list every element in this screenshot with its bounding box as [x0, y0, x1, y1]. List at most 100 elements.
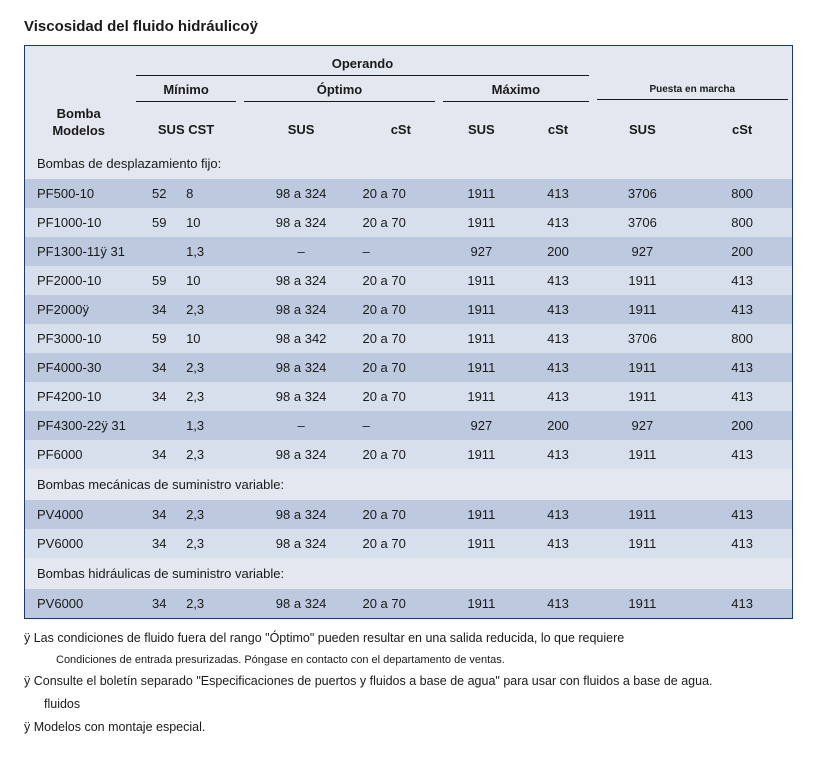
cell-min-sus: 34	[132, 382, 186, 411]
cell-st-sus: 1911	[593, 500, 693, 529]
viscosity-table: Operando Mínimo Óptimo Máximo Puesta en …	[24, 45, 793, 619]
table-row: PF2000-10591098 a 32420 a 70191141319114…	[25, 266, 792, 295]
cell-min-sus: 59	[132, 208, 186, 237]
cell-max-sus: 1911	[439, 179, 523, 208]
section-title: Bombas mecánicas de suministro variable:	[25, 469, 792, 500]
cell-opt-cst: –	[362, 237, 439, 266]
cell-max-cst: 413	[524, 440, 593, 469]
cell-st-cst: 413	[692, 500, 792, 529]
header-optimo: Óptimo	[240, 76, 439, 102]
cell-max-sus: 1911	[439, 208, 523, 237]
cell-opt-cst: 20 a 70	[362, 295, 439, 324]
cell-min-cst: 2,3	[186, 500, 240, 529]
note-1-line-2: Condiciones de entrada presurizadas. Pón…	[56, 652, 793, 669]
cell-max-cst: 200	[524, 411, 593, 440]
cell-opt-sus: 98 a 324	[240, 266, 363, 295]
cell-max-cst: 200	[524, 237, 593, 266]
cell-opt-cst: 20 a 70	[362, 500, 439, 529]
cell-opt-cst: 20 a 70	[362, 353, 439, 382]
cell-st-cst: 413	[692, 529, 792, 558]
cell-opt-sus: 98 a 324	[240, 440, 363, 469]
cell-opt-sus: 98 a 324	[240, 500, 363, 529]
cell-opt-sus: –	[240, 411, 363, 440]
cell-st-sus: 3706	[593, 208, 693, 237]
cell-opt-cst: 20 a 70	[362, 382, 439, 411]
cell-min-cst: 2,3	[186, 440, 240, 469]
cell-min-cst: 10	[186, 266, 240, 295]
table-row: PF3000-10591098 a 34220 a 70191141337068…	[25, 324, 792, 353]
table-row: PV4000342,398 a 32420 a 7019114131911413	[25, 500, 792, 529]
cell-max-cst: 413	[524, 266, 593, 295]
header-max-cst: cSt	[524, 121, 593, 148]
cell-st-sus: 1911	[593, 589, 693, 618]
section-title: Bombas hidráulicas de suministro variabl…	[25, 558, 792, 589]
cell-opt-cst: 20 a 70	[362, 208, 439, 237]
table-row: PF2000ÿ342,398 a 32420 a 701911413191141…	[25, 295, 792, 324]
cell-max-cst: 413	[524, 529, 593, 558]
cell-min-sus	[132, 237, 186, 266]
cell-max-sus: 1911	[439, 589, 523, 618]
cell-model: PF4200-10	[25, 382, 132, 411]
cell-opt-sus: –	[240, 237, 363, 266]
header-opt-sus: SUS	[240, 121, 363, 148]
header-modelos: Modelos	[25, 121, 132, 148]
cell-model: PF3000-10	[25, 324, 132, 353]
cell-model: PF500-10	[25, 179, 132, 208]
cell-st-cst: 800	[692, 324, 792, 353]
cell-min-cst: 10	[186, 324, 240, 353]
cell-opt-cst: 20 a 70	[362, 266, 439, 295]
cell-st-sus: 3706	[593, 179, 693, 208]
cell-model: PF4300-22ÿ 31	[25, 411, 132, 440]
cell-opt-sus: 98 a 324	[240, 382, 363, 411]
cell-max-cst: 413	[524, 295, 593, 324]
cell-min-sus: 59	[132, 324, 186, 353]
header-opt-cst: cSt	[362, 121, 439, 148]
cell-st-sus: 1911	[593, 353, 693, 382]
cell-min-cst: 8	[186, 179, 240, 208]
cell-min-cst: 10	[186, 208, 240, 237]
table-row: PF4300-22ÿ 311,3––927200927200	[25, 411, 792, 440]
cell-model: PF2000-10	[25, 266, 132, 295]
cell-max-cst: 413	[524, 208, 593, 237]
table-row: PV6000342,398 a 32420 a 7019114131911413	[25, 529, 792, 558]
cell-st-cst: 413	[692, 382, 792, 411]
cell-st-sus: 1911	[593, 529, 693, 558]
cell-model: PF2000ÿ	[25, 295, 132, 324]
cell-min-sus: 34	[132, 529, 186, 558]
cell-min-cst: 1,3	[186, 237, 240, 266]
header-puesta: Puesta en marcha	[593, 76, 792, 102]
cell-min-cst: 2,3	[186, 529, 240, 558]
cell-st-cst: 413	[692, 295, 792, 324]
cell-opt-cst: 20 a 70	[362, 529, 439, 558]
cell-max-cst: 413	[524, 589, 593, 618]
cell-min-sus: 34	[132, 500, 186, 529]
cell-opt-sus: 98 a 324	[240, 589, 363, 618]
cell-st-cst: 413	[692, 440, 792, 469]
cell-st-sus: 1911	[593, 440, 693, 469]
cell-max-cst: 413	[524, 179, 593, 208]
header-operando: Operando	[132, 46, 592, 76]
cell-max-cst: 413	[524, 382, 593, 411]
note-3: ÿ Modelos con montaje especial.	[24, 718, 793, 737]
cell-opt-sus: 98 a 342	[240, 324, 363, 353]
table-row: PF4000-30342,398 a 32420 a 7019114131911…	[25, 353, 792, 382]
cell-model: PV6000	[25, 589, 132, 618]
section-title: Bombas de desplazamiento fijo:	[25, 148, 792, 179]
cell-min-sus: 52	[132, 179, 186, 208]
cell-min-cst: 2,3	[186, 589, 240, 618]
cell-opt-cst: 20 a 70	[362, 324, 439, 353]
cell-min-cst: 2,3	[186, 382, 240, 411]
cell-st-cst: 800	[692, 208, 792, 237]
cell-max-sus: 1911	[439, 266, 523, 295]
table-row: PF500-1052898 a 32420 a 7019114133706800	[25, 179, 792, 208]
header-maximo: Máximo	[439, 76, 592, 102]
cell-max-cst: 413	[524, 500, 593, 529]
cell-opt-sus: 98 a 324	[240, 353, 363, 382]
cell-min-cst: 2,3	[186, 295, 240, 324]
cell-opt-sus: 98 a 324	[240, 295, 363, 324]
table-row: PF1300-11ÿ 311,3––927200927200	[25, 237, 792, 266]
cell-min-sus: 34	[132, 295, 186, 324]
footnotes: ÿ Las condiciones de fluido fuera del ra…	[24, 629, 793, 737]
cell-model: PF6000	[25, 440, 132, 469]
header-minimo: Mínimo	[132, 76, 239, 102]
